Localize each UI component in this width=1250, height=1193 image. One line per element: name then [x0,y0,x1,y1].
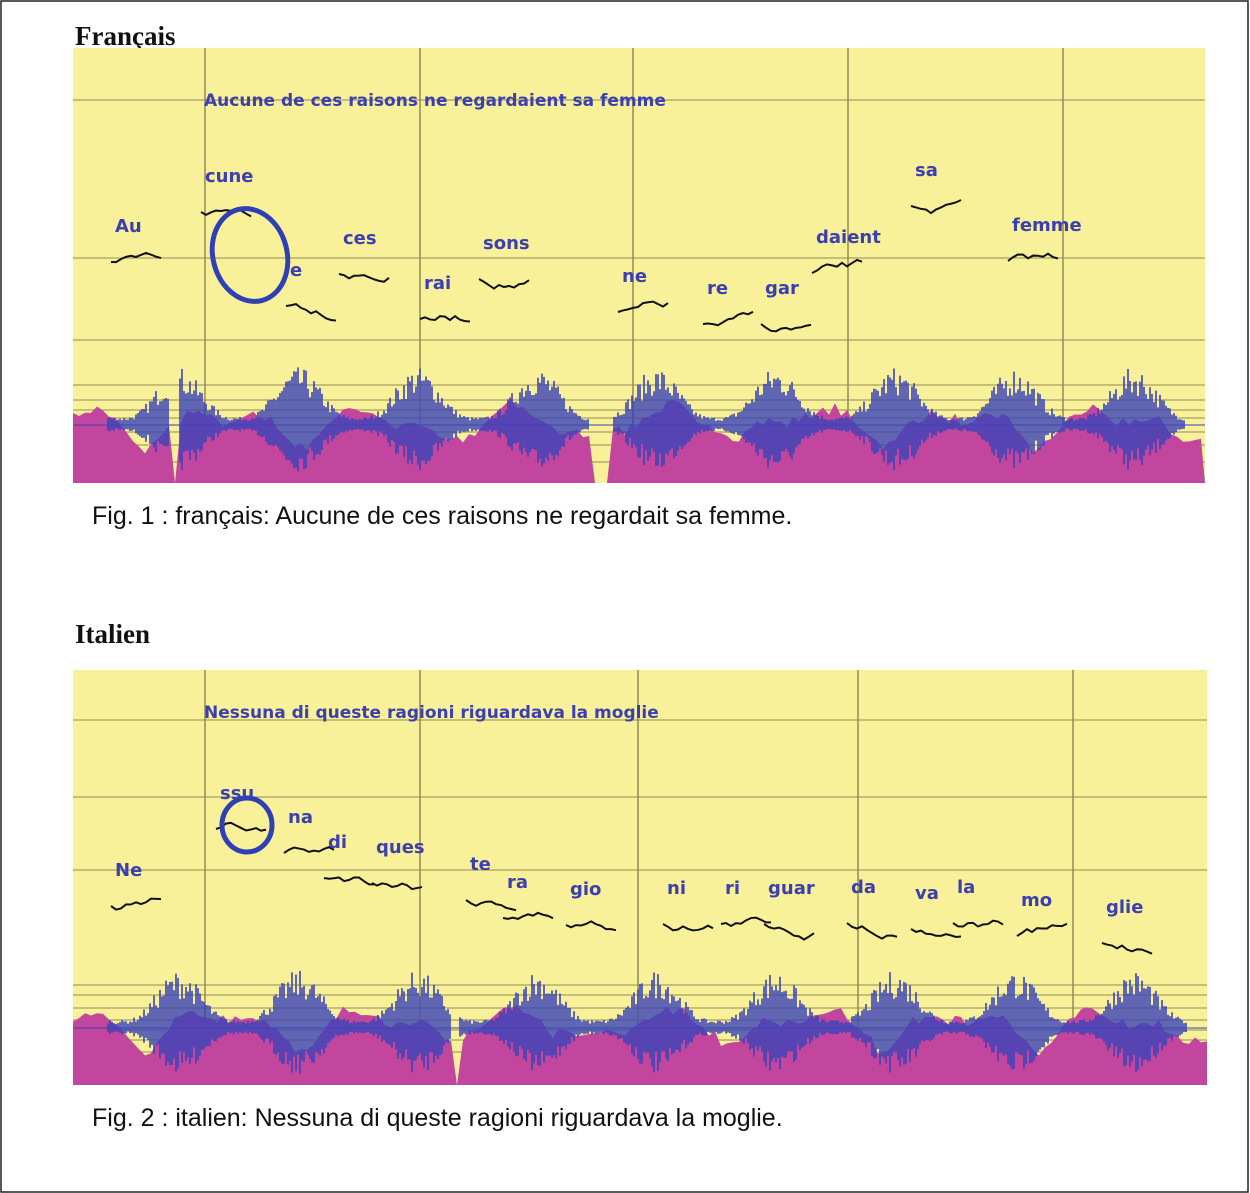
syllable-label: ni [667,878,686,899]
figure-heading: Italien [75,619,150,649]
syllable-label: Au [115,216,142,237]
syllable-label: re [707,278,728,299]
figure-heading: Français [75,21,176,51]
syllable-label: la [957,877,975,898]
syllable-label: sons [483,233,530,254]
panel-sentence: Aucune de ces raisons ne regardaient sa … [204,91,666,111]
pitch-panel: Aucune de ces raisons ne regardaient sa … [73,48,1205,483]
figure-caption: Fig. 2 : italien: Nessuna di queste ragi… [92,1104,783,1132]
syllable-label: ne [622,266,647,287]
syllable-label: e [290,260,302,281]
syllable-label: daient [816,227,881,248]
syllable-label: sa [915,160,938,181]
syllable-label: Ne [115,860,142,881]
syllable-label: te [470,854,491,875]
syllable-label: na [288,807,313,828]
page: Français Aucune de ces raisons ne regarda… [0,0,1250,1193]
syllable-label: guar [768,878,815,899]
pitch-panel: Nessuna di queste ragioni riguardava la … [73,670,1207,1085]
syllable-label: ra [507,872,528,893]
syllable-label: femme [1012,215,1082,236]
syllable-label: da [851,877,876,898]
syllable-label: gar [765,278,799,299]
syllable-label: cune [205,166,254,187]
syllable-label: va [915,883,939,904]
syllable-label: gio [570,879,601,900]
document: Français Aucune de ces raisons ne regarda… [0,0,1250,1193]
syllable-label: ri [725,878,740,899]
syllable-label: di [328,832,347,853]
syllable-label: glie [1106,897,1143,918]
syllable-label: ces [343,228,377,249]
panel-sentence: Nessuna di queste ragioni riguardava la … [204,703,659,723]
syllable-label: mo [1021,890,1052,911]
figure-caption: Fig. 1 : français: Aucune de ces raisons… [92,502,792,530]
syllable-label: rai [424,273,451,294]
syllable-label: ques [376,837,425,858]
